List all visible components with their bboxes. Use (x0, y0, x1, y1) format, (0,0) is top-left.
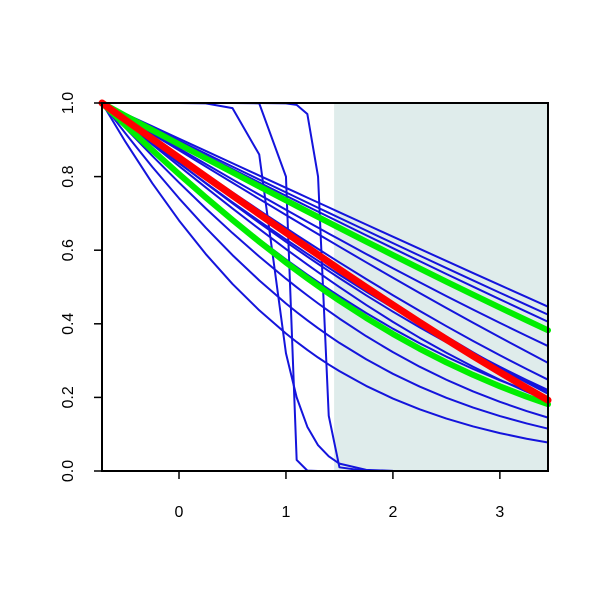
y-tick-label: 0.2 (60, 386, 77, 408)
y-tick-label: 1.0 (60, 92, 77, 114)
x-tick-label: 0 (175, 504, 184, 521)
series-line-blue-11 (101, 102, 549, 316)
y-tick-label: 0.8 (60, 165, 77, 187)
y-tick-label: 0.0 (60, 460, 77, 482)
series-line-blue-14 (101, 102, 549, 430)
y-tick-label: 0.4 (60, 313, 77, 335)
series-line-blue-2 (101, 102, 549, 364)
series-line-red-21 (98, 99, 552, 404)
series-line-blue-3 (101, 102, 549, 348)
series-line-green-19 (99, 100, 551, 408)
y-tick-label: 0.6 (60, 239, 77, 261)
series-line-blue-7 (101, 102, 549, 402)
axis-layer: 0 1 2 3 0.0 0.2 0.4 0.6 0.8 1.0 (60, 92, 549, 521)
plot-frame (101, 102, 549, 472)
x-tick-label: 3 (495, 504, 504, 521)
plot-area: 0 1 2 3 0.0 0.2 0.4 0.6 0.8 1.0 (60, 92, 552, 521)
x-tick-label: 2 (388, 504, 397, 521)
series-line-blue-12 (101, 102, 549, 308)
x-tick-label: 1 (282, 504, 291, 521)
series-line-green-20 (99, 100, 551, 334)
series-line-blue-9 (101, 102, 549, 419)
series-line-blue-15 (101, 102, 549, 444)
